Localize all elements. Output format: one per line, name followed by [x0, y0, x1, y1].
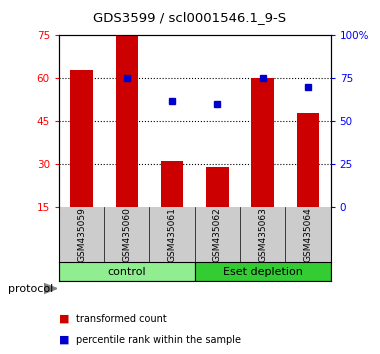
Polygon shape: [44, 284, 57, 293]
Text: percentile rank within the sample: percentile rank within the sample: [76, 335, 241, 345]
Text: Eset depletion: Eset depletion: [223, 267, 302, 277]
Bar: [206, 167, 229, 207]
Text: GDS3599 / scl0001546.1_9-S: GDS3599 / scl0001546.1_9-S: [93, 11, 287, 24]
Text: GSM435063: GSM435063: [258, 207, 267, 262]
Bar: [297, 113, 319, 207]
Bar: [195, 262, 331, 281]
Text: GSM435062: GSM435062: [213, 207, 222, 262]
Bar: [59, 262, 195, 281]
Text: ■: ■: [59, 335, 70, 345]
Bar: [161, 161, 184, 207]
Bar: [116, 35, 138, 207]
Text: GSM435059: GSM435059: [77, 207, 86, 262]
Bar: [251, 78, 274, 207]
Text: transformed count: transformed count: [76, 314, 167, 324]
Text: control: control: [108, 267, 146, 277]
Text: GSM435064: GSM435064: [304, 207, 312, 262]
Text: GSM435060: GSM435060: [122, 207, 131, 262]
Text: protocol: protocol: [8, 284, 53, 293]
Text: ■: ■: [59, 314, 70, 324]
Bar: [70, 70, 93, 207]
Text: GSM435061: GSM435061: [168, 207, 177, 262]
